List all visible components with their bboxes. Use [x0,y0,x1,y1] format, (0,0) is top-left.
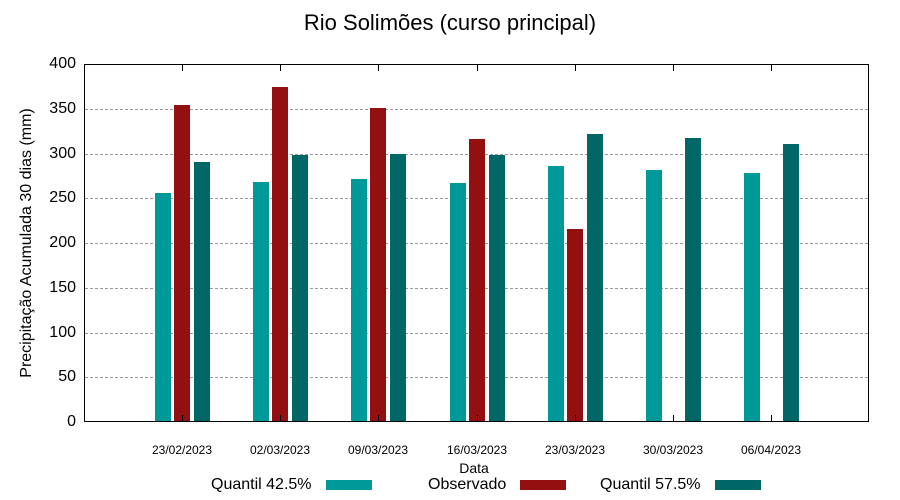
bar-quantil-57-5- [684,138,701,421]
x-tick-mark [476,65,478,71]
legend-item: Quantil 57.5% [600,476,761,494]
bar-observado [468,139,485,421]
legend-label: Quantil 57.5% [600,476,701,493]
legend-item: Observado [428,476,567,494]
gridline [85,108,868,110]
bar-observado [173,105,190,421]
x-tick-label: 02/03/2023 [249,443,311,457]
bar-quantil-42-5- [547,165,564,421]
x-tick-label: 06/04/2023 [740,443,802,457]
y-tick-label: 0 [67,413,76,430]
legend-label: Quantil 42.5% [211,476,312,493]
x-tick-mark [476,415,478,421]
bar-quantil-57-5- [782,144,799,421]
x-tick-mark [672,65,674,71]
x-tick-mark [574,65,576,71]
bar-quantil-42-5- [645,169,662,421]
bar-quantil-42-5- [449,182,466,421]
x-tick-mark [181,415,183,421]
x-tick-mark [181,65,183,71]
y-axis-label: Precipitação Acumulada 30 dias (mm) [18,108,35,378]
x-tick-label: 23/02/2023 [151,443,213,457]
x-tick-mark [377,65,379,71]
legend-label: Observado [428,476,507,493]
x-tick-mark [672,415,674,421]
x-tick-mark [574,415,576,421]
x-tick-mark [770,65,772,71]
plot-area [84,64,869,422]
bar-quantil-42-5- [743,173,760,421]
bar-observado [271,87,288,421]
y-tick-label: 350 [49,99,76,117]
bar-quantil-42-5- [350,179,367,421]
legend-item: Quantil 42.5% [211,476,372,494]
chart-title: Rio Solimões (curso principal) [303,10,597,35]
bar-observado [369,107,386,421]
x-tick-label: 30/03/2023 [642,443,704,457]
bar-quantil-57-5- [193,162,210,421]
x-tick-mark [770,415,772,421]
x-tick-label: 23/03/2023 [544,443,606,457]
x-tick-mark [377,415,379,421]
x-axis-label: Data [459,460,489,476]
legend-swatch [520,480,567,490]
bar-quantil-42-5- [252,182,269,421]
x-tick-mark [279,415,281,421]
bar-observado [566,228,583,421]
x-tick-mark [279,65,281,71]
bar-quantil-57-5- [291,155,308,421]
legend-swatch [714,480,761,490]
y-tick-label: 250 [49,189,76,207]
y-tick-label: 300 [49,144,76,162]
y-tick-label: 400 [49,55,76,72]
bar-quantil-42-5- [154,192,171,421]
y-tick-label: 150 [49,278,76,296]
bar-quantil-57-5- [389,154,406,421]
bar-quantil-57-5- [488,155,505,421]
y-tick-label: 50 [58,368,76,386]
x-tick-label: 16/03/2023 [446,443,508,457]
bar-quantil-57-5- [586,133,603,421]
legend-swatch [325,480,372,490]
x-tick-label: 09/03/2023 [347,443,409,457]
y-tick-label: 100 [49,323,76,341]
y-tick-label: 200 [49,234,76,251]
